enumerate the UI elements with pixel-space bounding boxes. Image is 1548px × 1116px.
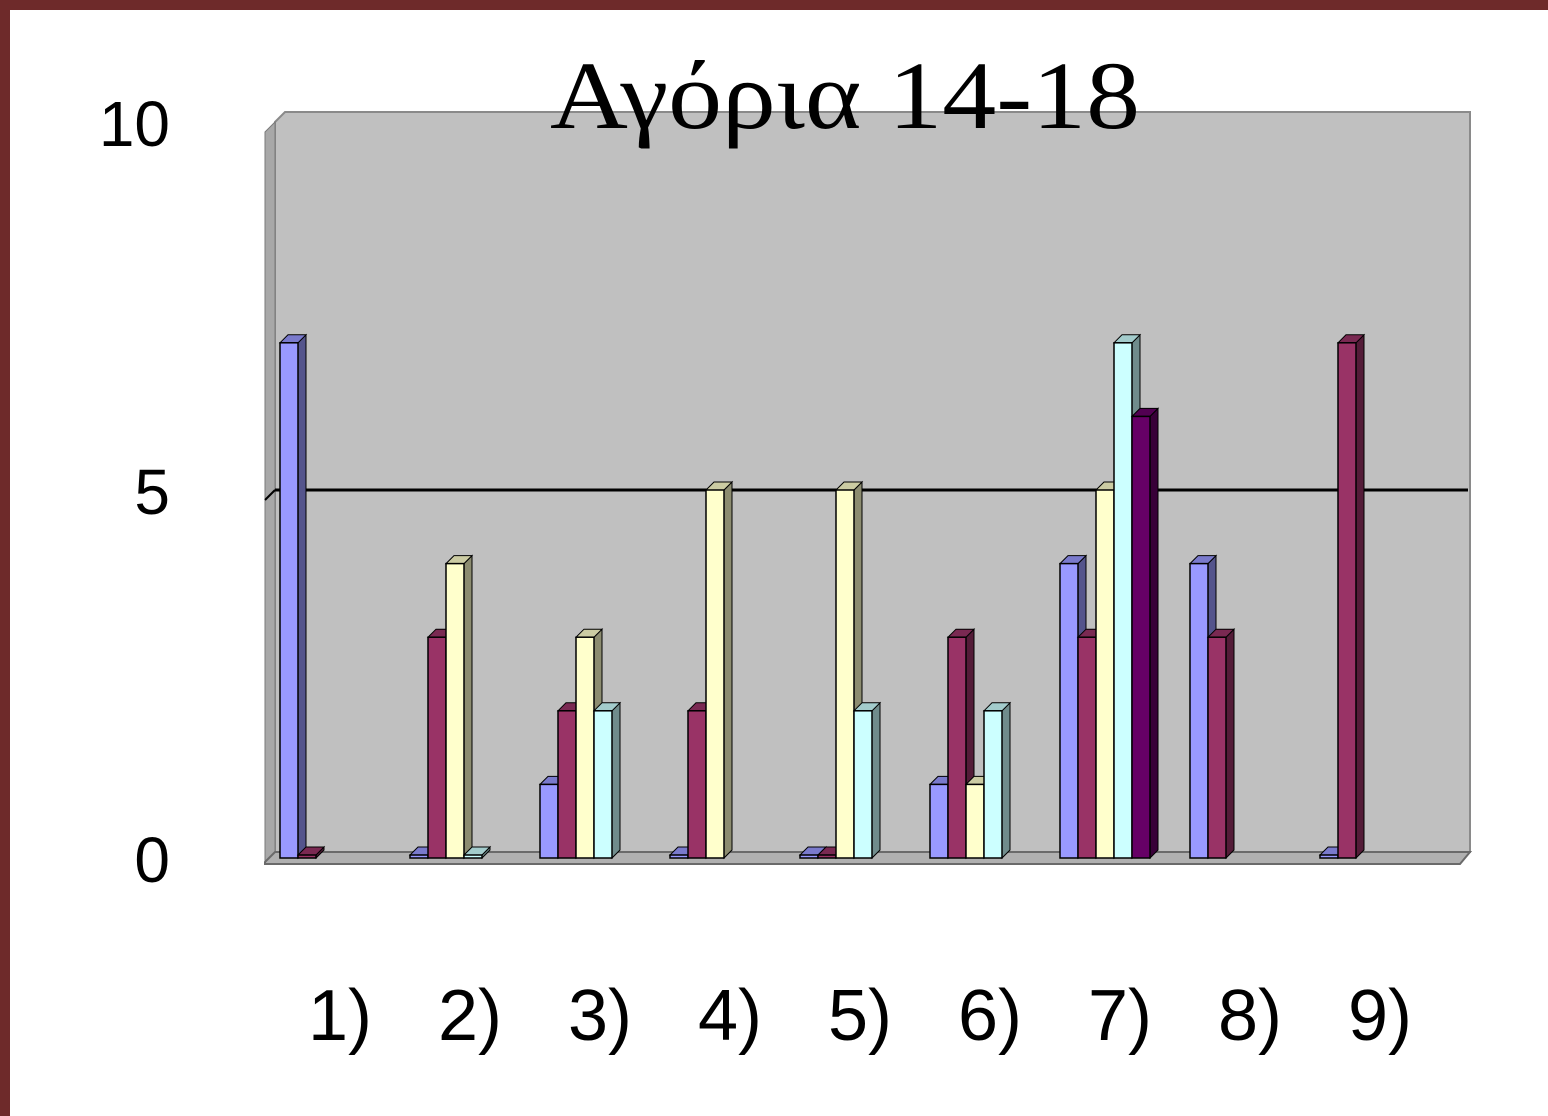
x-tick-label: 5) — [828, 976, 892, 1056]
bar — [279, 342, 299, 859]
bar — [557, 710, 577, 859]
x-tick-label: 4) — [698, 976, 762, 1056]
bar — [463, 854, 483, 859]
bar — [1319, 854, 1339, 859]
x-tick-label: 7) — [1088, 976, 1152, 1056]
bar-side — [1355, 333, 1365, 860]
bar — [1131, 415, 1151, 859]
x-tick-label: 6) — [958, 976, 1022, 1056]
bar-side — [297, 333, 307, 860]
bar — [947, 636, 967, 859]
bar-group — [1318, 333, 1366, 860]
bar — [1113, 342, 1133, 859]
bar — [427, 636, 447, 859]
bar — [817, 854, 837, 859]
bar-side — [871, 701, 881, 860]
bar — [929, 783, 949, 859]
bar-side — [463, 554, 473, 860]
bar — [1077, 636, 1097, 859]
bar — [687, 710, 707, 859]
bar-group — [668, 480, 734, 860]
bar-side — [611, 701, 621, 860]
y-tick-label: 0 — [134, 824, 170, 896]
chart-frame: 0 5 10 1) 2) 3) 4) 5) 6) 7) 8) 9) Αγόρια 14-18 — [10, 10, 1548, 1116]
bar-group — [1188, 554, 1236, 860]
bar — [445, 562, 465, 859]
x-axis-labels: 1) 2) 3) 4) 5) 6) 7) 8) 9) — [308, 976, 1412, 1056]
bar-side — [1001, 701, 1011, 860]
bars-group — [278, 333, 1366, 860]
bar — [705, 489, 725, 859]
bar-side — [1149, 407, 1159, 860]
bar-group — [1058, 333, 1160, 860]
bar-group — [928, 627, 1012, 860]
x-tick-label: 3) — [568, 976, 632, 1056]
bar — [1337, 342, 1357, 859]
bar — [1207, 636, 1227, 859]
bar — [575, 636, 595, 859]
bar — [799, 854, 819, 859]
bar-side — [1225, 627, 1235, 860]
bar — [593, 710, 613, 859]
bar-chart: 0 5 10 1) 2) 3) 4) 5) 6) 7) 8) 9) Αγόρια 14-18 — [99, 42, 1473, 1056]
x-tick-label: 1) — [308, 976, 372, 1056]
bar — [835, 489, 855, 859]
bar-side — [723, 480, 733, 860]
bar-group — [278, 333, 326, 860]
x-tick-label: 2) — [438, 976, 502, 1056]
x-tick-label: 9) — [1348, 976, 1412, 1056]
bar — [1095, 489, 1115, 859]
bar — [1059, 562, 1079, 859]
bar — [669, 854, 689, 859]
bar-group — [538, 627, 622, 860]
y-tick-label: 5 — [134, 456, 170, 528]
gridline-5-side — [264, 489, 276, 501]
bar — [409, 854, 429, 859]
y-axis-ticks: 0 5 10 — [99, 88, 170, 896]
chart-title: Αγόρια 14-18 — [550, 42, 1140, 149]
bar — [983, 710, 1003, 859]
bar — [1189, 562, 1209, 859]
bar — [965, 783, 985, 859]
bar-group — [408, 554, 492, 860]
bar-group — [798, 480, 882, 860]
bar — [853, 710, 873, 859]
y-tick-label: 10 — [99, 88, 170, 160]
bar — [297, 854, 317, 859]
bar — [539, 783, 559, 859]
x-tick-label: 8) — [1218, 976, 1282, 1056]
